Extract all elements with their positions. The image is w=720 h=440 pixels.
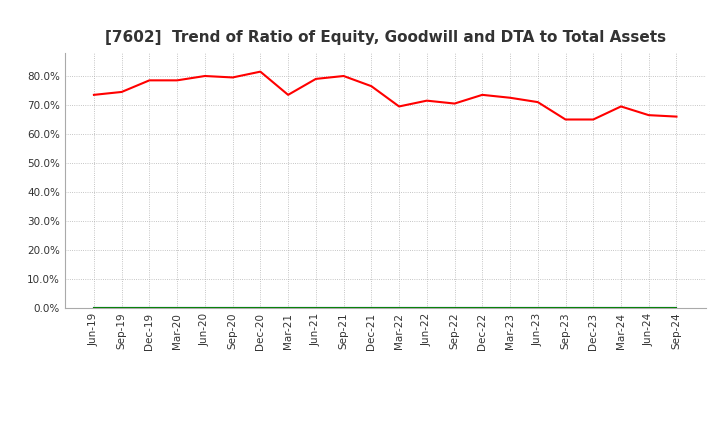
Equity: [256, 69, 265, 74]
Goodwill: [534, 305, 542, 311]
Equity: [561, 117, 570, 122]
Deferred Tax Assets: [256, 305, 265, 311]
Deferred Tax Assets: [423, 305, 431, 311]
Deferred Tax Assets: [284, 305, 292, 311]
Goodwill: [145, 305, 154, 311]
Goodwill: [672, 305, 681, 311]
Deferred Tax Assets: [173, 305, 181, 311]
Goodwill: [173, 305, 181, 311]
Goodwill: [505, 305, 514, 311]
Equity: [534, 99, 542, 105]
Deferred Tax Assets: [589, 305, 598, 311]
Deferred Tax Assets: [561, 305, 570, 311]
Goodwill: [450, 305, 459, 311]
Equity: [339, 73, 348, 79]
Equity: [505, 95, 514, 100]
Goodwill: [367, 305, 376, 311]
Deferred Tax Assets: [505, 305, 514, 311]
Deferred Tax Assets: [312, 305, 320, 311]
Deferred Tax Assets: [201, 305, 210, 311]
Goodwill: [256, 305, 265, 311]
Deferred Tax Assets: [450, 305, 459, 311]
Equity: [616, 104, 625, 109]
Goodwill: [395, 305, 403, 311]
Line: Equity: Equity: [94, 72, 677, 120]
Equity: [672, 114, 681, 119]
Equity: [589, 117, 598, 122]
Goodwill: [589, 305, 598, 311]
Title: [7602]  Trend of Ratio of Equity, Goodwill and DTA to Total Assets: [7602] Trend of Ratio of Equity, Goodwil…: [104, 29, 666, 45]
Deferred Tax Assets: [644, 305, 653, 311]
Goodwill: [89, 305, 98, 311]
Goodwill: [284, 305, 292, 311]
Equity: [117, 89, 126, 95]
Goodwill: [478, 305, 487, 311]
Goodwill: [561, 305, 570, 311]
Goodwill: [117, 305, 126, 311]
Goodwill: [644, 305, 653, 311]
Equity: [284, 92, 292, 98]
Goodwill: [423, 305, 431, 311]
Equity: [145, 78, 154, 83]
Deferred Tax Assets: [367, 305, 376, 311]
Equity: [228, 75, 237, 80]
Deferred Tax Assets: [478, 305, 487, 311]
Equity: [89, 92, 98, 98]
Equity: [644, 113, 653, 118]
Goodwill: [616, 305, 625, 311]
Goodwill: [201, 305, 210, 311]
Goodwill: [312, 305, 320, 311]
Equity: [450, 101, 459, 106]
Deferred Tax Assets: [117, 305, 126, 311]
Equity: [173, 78, 181, 83]
Deferred Tax Assets: [145, 305, 154, 311]
Goodwill: [228, 305, 237, 311]
Equity: [201, 73, 210, 79]
Deferred Tax Assets: [395, 305, 403, 311]
Equity: [312, 76, 320, 81]
Deferred Tax Assets: [339, 305, 348, 311]
Equity: [367, 84, 376, 89]
Deferred Tax Assets: [534, 305, 542, 311]
Deferred Tax Assets: [616, 305, 625, 311]
Equity: [478, 92, 487, 98]
Goodwill: [339, 305, 348, 311]
Equity: [395, 104, 403, 109]
Equity: [423, 98, 431, 103]
Deferred Tax Assets: [228, 305, 237, 311]
Deferred Tax Assets: [89, 305, 98, 311]
Deferred Tax Assets: [672, 305, 681, 311]
